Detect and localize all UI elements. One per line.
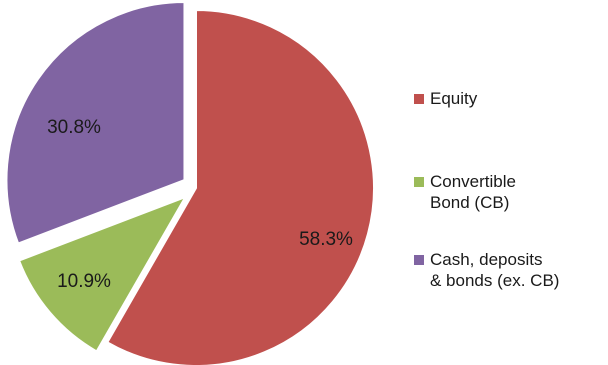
legend-swatch-cash-deposits-bonds [414,255,424,265]
legend-label-equity: Equity [430,89,478,108]
data-label-equity: 58.3% [299,229,353,250]
legend-swatch-convertible-bond [414,177,424,187]
legend-swatch-equity [414,94,424,104]
legend-label-convertible-bond: Convertible Bond (CB) [430,172,516,212]
legend-item-convertible-bond: Convertible Bond (CB) [414,171,608,213]
legend-label-cash-deposits-bonds: Cash, deposits & bonds (ex. CB) [430,250,560,290]
data-label-convertible-bond: 10.9% [57,271,111,292]
pie-slice-cash-deposits-bonds [5,1,186,245]
data-label-cash-deposits-bonds: 30.8% [47,117,101,138]
legend-item-equity: Equity [414,88,608,109]
legend-item-cash-deposits-bonds: Cash, deposits & bonds (ex. CB) [414,249,608,291]
pie-slice-convertible-bond [17,195,188,353]
pie-slice-equity [105,8,375,365]
